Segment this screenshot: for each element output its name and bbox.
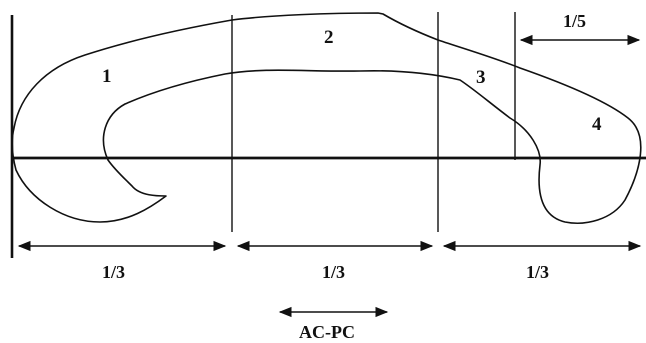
second-third-label: 1/3 (322, 262, 345, 282)
region-label-3: 3 (476, 67, 486, 88)
ac-pc-label: AC-PC (299, 322, 355, 342)
region-label-4: 4 (592, 114, 602, 135)
region-label-1: 1 (102, 66, 112, 87)
first-third-label: 1/3 (102, 262, 125, 282)
third-third-label: 1/3 (526, 262, 549, 282)
region-label-2: 2 (324, 27, 334, 48)
corpus-callosum-outline (11, 12, 642, 224)
posterior-fifth-label: 1/5 (563, 11, 586, 31)
